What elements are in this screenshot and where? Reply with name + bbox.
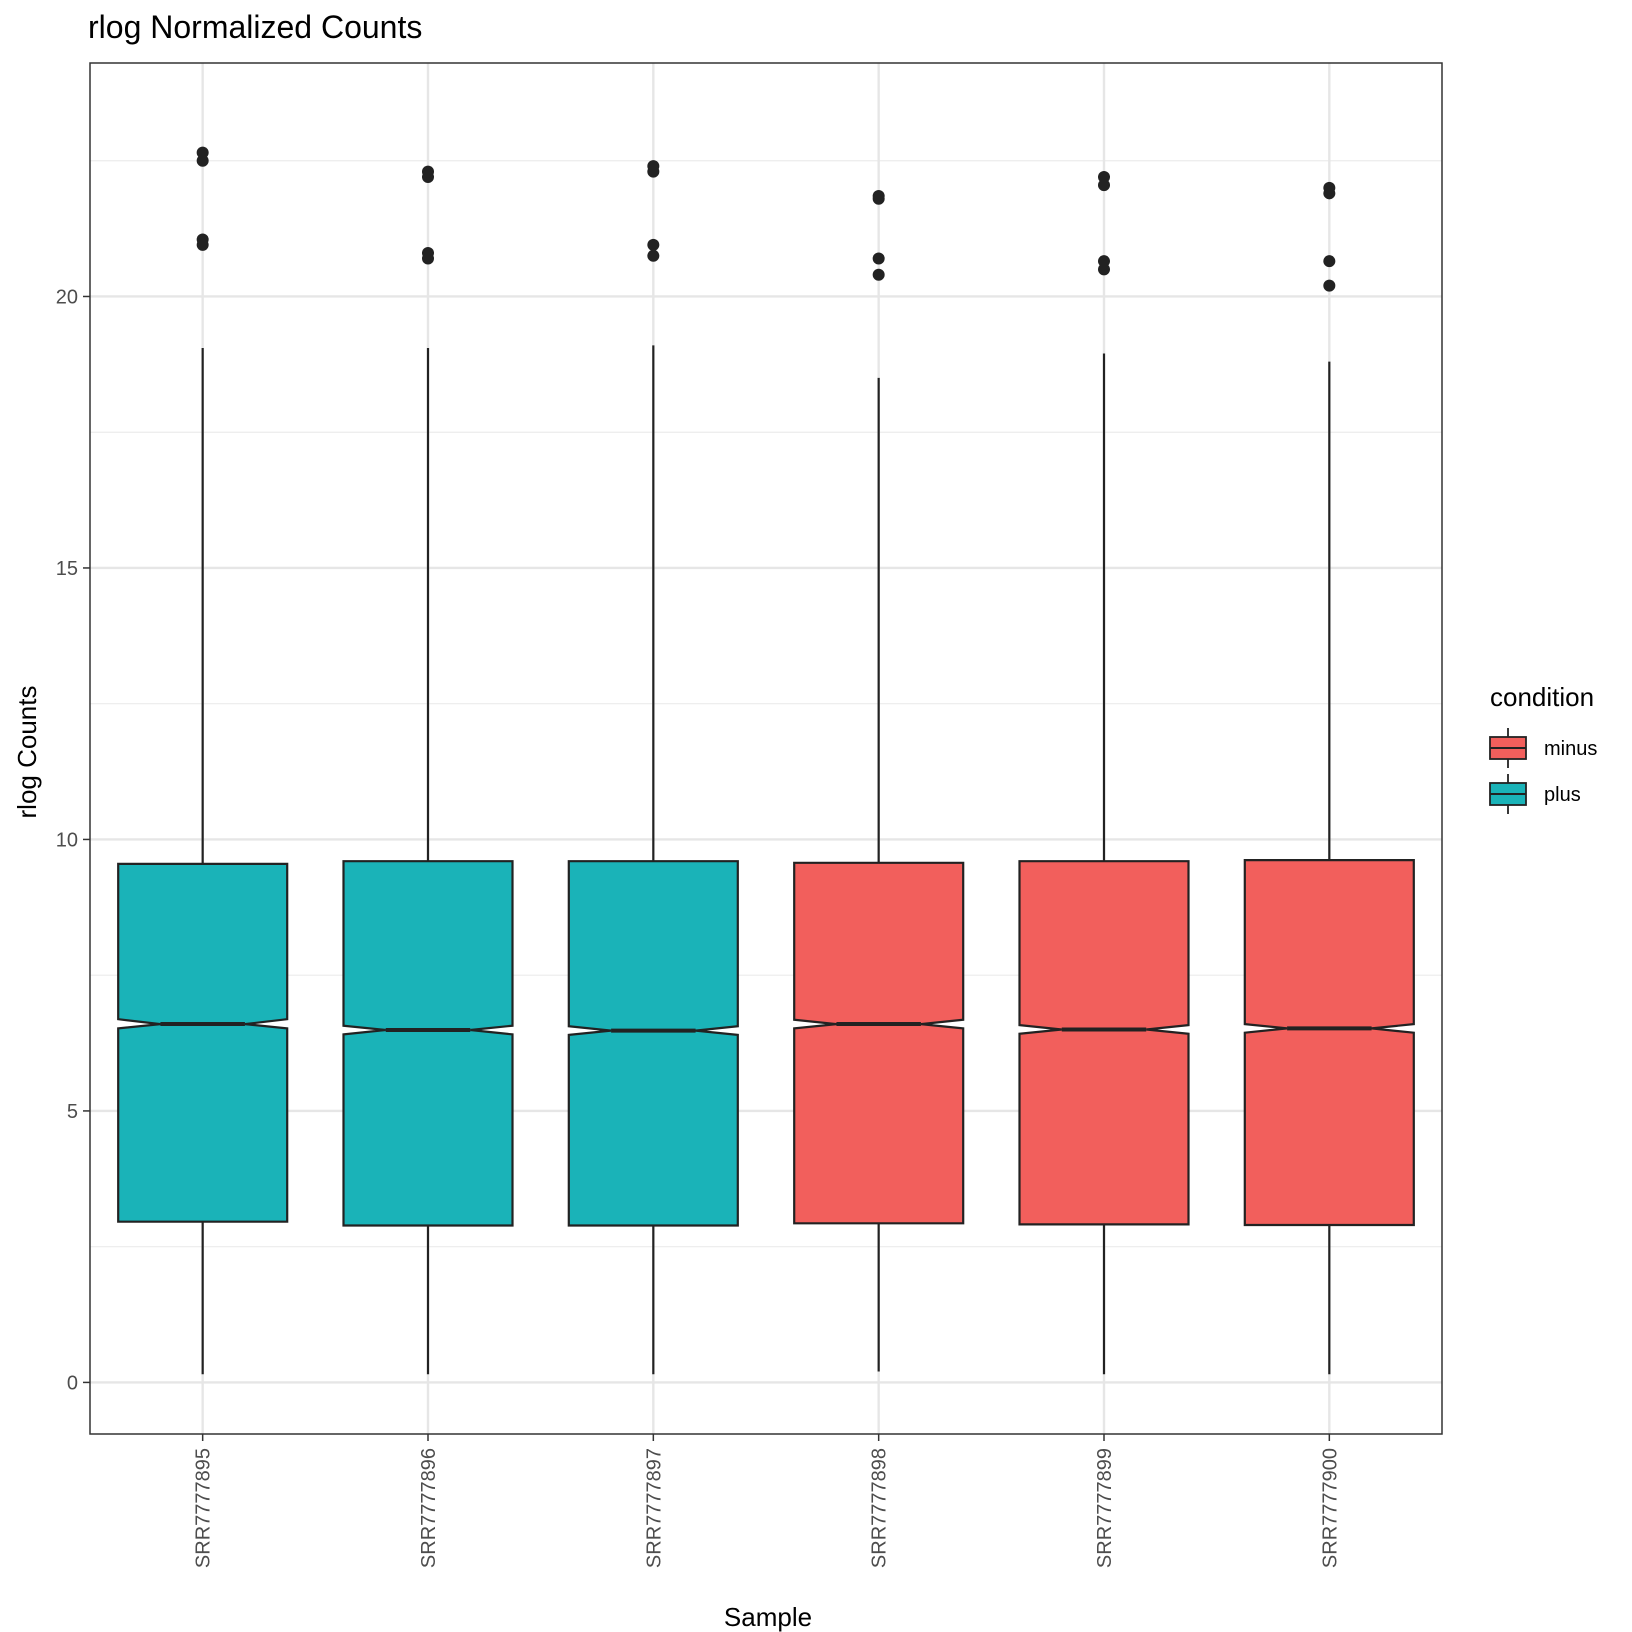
box-SRR7777897: [567, 160, 739, 1375]
box-SRR7777898: [793, 190, 965, 1372]
outlier-point: [647, 249, 660, 262]
panel-background: [90, 63, 1442, 1434]
box-body: [1018, 860, 1190, 1226]
x-tick-label: SRR7777896: [418, 1448, 440, 1568]
chart-title: rlog Normalized Counts: [88, 9, 422, 45]
x-tick-label: SRR7777895: [193, 1448, 215, 1568]
box-SRR7777895: [117, 146, 289, 1375]
x-tick-label: SRR7777899: [1094, 1448, 1116, 1568]
legend-key-minus: [1489, 728, 1527, 768]
x-tick-label: SRR7777897: [643, 1448, 665, 1568]
x-tick-label: SRR7777900: [1319, 1448, 1341, 1568]
outlier-point: [1098, 255, 1110, 268]
legend-key-plus: [1489, 774, 1527, 814]
legend: condition minus plus: [1489, 682, 1597, 814]
y-tick-label: 15: [56, 558, 78, 580]
x-axis-title: Sample: [724, 1602, 812, 1632]
y-tick-label: 10: [56, 829, 78, 851]
plot-panel: [89, 62, 1443, 1435]
box-body: [793, 861, 965, 1225]
outlier-point: [196, 146, 209, 159]
outlier-point: [647, 238, 660, 251]
box-SRR7777899: [1018, 171, 1190, 1375]
outlier-point: [872, 252, 885, 265]
outlier-point: [422, 247, 434, 260]
box-body: [1243, 858, 1415, 1227]
box-body: [567, 860, 739, 1227]
outlier-point: [1323, 181, 1336, 194]
outlier-point: [1098, 171, 1110, 184]
outlier-point: [422, 165, 434, 178]
y-tick-label: 0: [67, 1372, 78, 1394]
y-tick-label: 20: [56, 286, 78, 308]
legend-label-minus: minus: [1544, 738, 1597, 760]
y-axis-title: rlog Counts: [12, 686, 42, 819]
legend-title: condition: [1490, 682, 1594, 712]
panel-border: [89, 62, 1443, 1435]
outlier-point: [872, 190, 885, 203]
outlier-point: [1323, 255, 1336, 268]
box-SRR7777900: [1243, 181, 1415, 1375]
outlier-point: [872, 268, 885, 281]
outlier-point: [1323, 279, 1336, 292]
box-SRR7777896: [342, 165, 514, 1375]
outlier-point: [196, 233, 209, 246]
outlier-point: [647, 160, 660, 173]
legend-label-plus: plus: [1544, 784, 1581, 806]
y-tick-label: 5: [67, 1101, 78, 1123]
box-body: [342, 860, 514, 1227]
x-tick-label: SRR7777898: [869, 1448, 891, 1568]
box-body: [117, 862, 289, 1223]
